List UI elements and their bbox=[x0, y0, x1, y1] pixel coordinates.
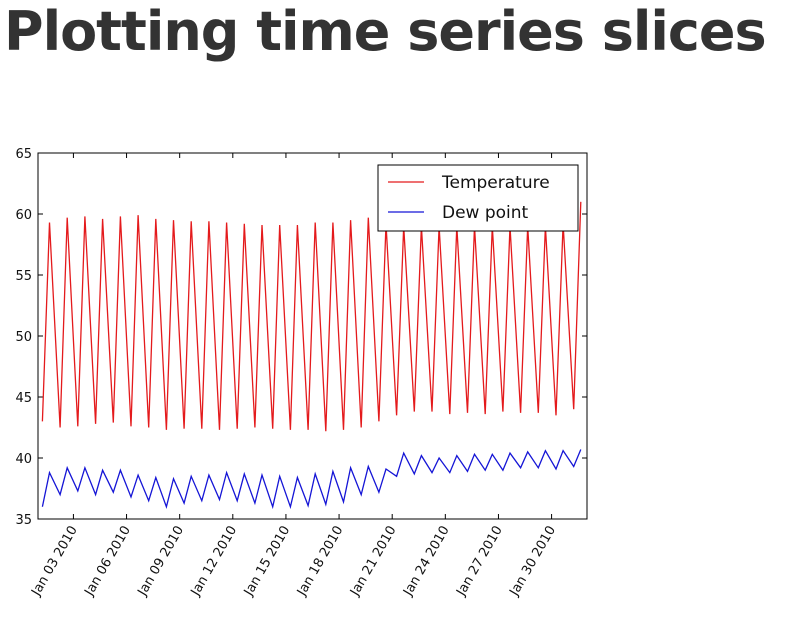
slide-title: Plotting time series slices bbox=[4, 0, 767, 63]
y-tick-label: 35 bbox=[15, 513, 32, 528]
x-tick-label: Jan 09 2010 bbox=[135, 524, 187, 600]
y-tick-label: 40 bbox=[15, 452, 32, 467]
x-tick-label: Jan 24 2010 bbox=[400, 524, 452, 600]
series-line bbox=[41, 449, 582, 510]
x-tick-label: Jan 03 2010 bbox=[28, 524, 80, 600]
y-tick-label: 50 bbox=[15, 330, 32, 345]
y-tick-label: 65 bbox=[15, 147, 32, 162]
x-tick-label: Jan 12 2010 bbox=[188, 524, 240, 600]
y-tick-label: 45 bbox=[15, 391, 32, 406]
x-tick-label: Jan 21 2010 bbox=[347, 524, 399, 600]
x-tick-label: Jan 27 2010 bbox=[453, 524, 505, 600]
y-tick-label: 55 bbox=[15, 269, 32, 284]
legend-label: Dew point bbox=[442, 203, 529, 223]
legend-box bbox=[377, 164, 579, 232]
x-tick-label: Jan 15 2010 bbox=[241, 524, 293, 600]
legend-label: Temperature bbox=[441, 173, 550, 193]
x-tick-label: Jan 30 2010 bbox=[507, 524, 559, 600]
plot-frame bbox=[37, 152, 588, 520]
x-tick-label: Jan 18 2010 bbox=[294, 524, 346, 600]
x-tick-label: Jan 06 2010 bbox=[82, 524, 134, 600]
series-line bbox=[41, 201, 582, 432]
y-tick-label: 60 bbox=[15, 208, 32, 223]
